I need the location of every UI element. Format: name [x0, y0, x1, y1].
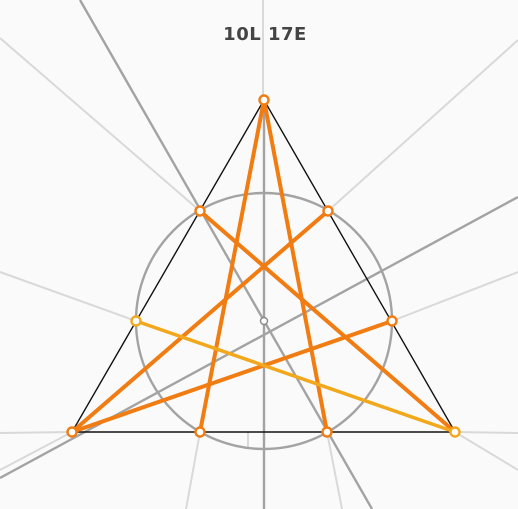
- move-line: [198, 209, 457, 434]
- guide-line: [391, 271, 518, 322]
- guide-line: [326, 431, 343, 509]
- point-mid-right[interactable]: [386, 315, 398, 327]
- move-line: [70, 319, 394, 434]
- point-bottom-right[interactable]: [449, 426, 461, 438]
- score-display: 10L 17E: [223, 24, 307, 45]
- extension-line: [0, 195, 518, 480]
- point-mid-left[interactable]: [130, 315, 142, 327]
- guide-line: [327, 39, 518, 212]
- point-center[interactable]: [259, 316, 269, 326]
- point-bottom-left[interactable]: [66, 426, 78, 438]
- move-line: [70, 209, 330, 434]
- point-bottom-inner-right[interactable]: [321, 426, 333, 438]
- move-lines: [70, 98, 457, 434]
- guide-line: [0, 431, 73, 434]
- point-upper-right[interactable]: [322, 205, 334, 217]
- points: [66, 94, 461, 438]
- guide-line: [0, 271, 137, 322]
- candidate-line: [134, 319, 457, 434]
- guide-line: [0, 431, 73, 471]
- point-apex[interactable]: [258, 94, 270, 106]
- guide-line: [185, 431, 201, 509]
- guide-line: [454, 431, 518, 471]
- base-triangle: [70, 98, 457, 433]
- guide-line: [0, 37, 201, 212]
- move-line: [198, 98, 266, 434]
- guide-line: [454, 431, 518, 434]
- point-bottom-inner-left[interactable]: [194, 426, 206, 438]
- point-upper-left[interactable]: [194, 205, 206, 217]
- move-line: [262, 98, 329, 434]
- extension-line: [78, 0, 374, 509]
